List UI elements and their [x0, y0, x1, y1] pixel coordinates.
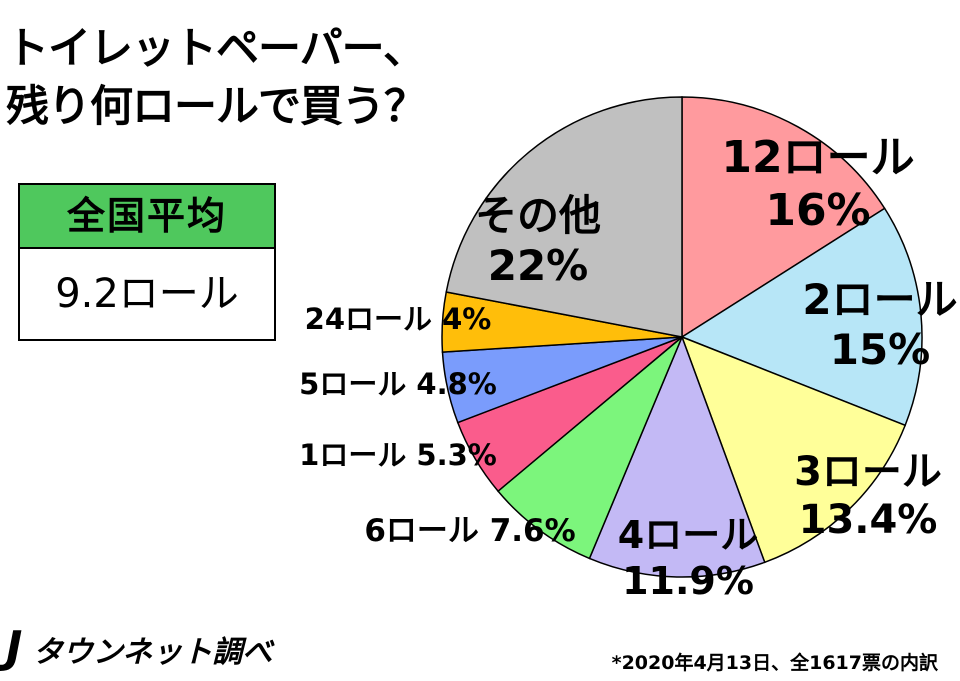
pie-slice	[681, 96, 886, 339]
slice-value-label: 4.8%	[416, 367, 496, 401]
slice-category-label: 1ロール	[299, 438, 416, 472]
slice-value-label: 7.6%	[490, 513, 576, 549]
slice-label: 6ロール 7.6%	[364, 513, 575, 549]
national-average-box: 全国平均 9.2ロール	[18, 183, 276, 341]
slice-category-label: 12ロール	[721, 132, 914, 183]
chart-title: トイレットペーパー、 残り何ロールで買う？	[6, 20, 427, 136]
slice-value-label: 22%	[488, 241, 589, 290]
slice-category-label: 3ロール	[794, 449, 942, 495]
brand-name: タウンネット調べ	[32, 635, 273, 670]
slice-label: 2ロール 15%	[802, 275, 957, 374]
slice-label: 1ロール 5.3%	[299, 438, 497, 472]
slice-label: 4ロール 11.9%	[618, 513, 758, 603]
pie-slice	[445, 96, 683, 338]
brand-mark: J	[6, 622, 23, 673]
slice-category-label: 5ロール	[299, 367, 416, 401]
slice-value-label: 5.3%	[416, 438, 496, 472]
slice-value-label: 16%	[765, 185, 870, 236]
slice-label: 24ロール 4%	[305, 302, 492, 336]
slice-label: 3ロール 13.4%	[794, 449, 942, 543]
slice-value-label: 11.9%	[622, 559, 754, 603]
slice-category-label: その他	[475, 191, 601, 240]
pie-slice	[680, 207, 923, 427]
slice-category-label: 6ロール	[364, 513, 489, 549]
slice-value-label: 15%	[830, 325, 931, 374]
footnote: *2020年4月13日、全1617票の内訳	[611, 652, 938, 674]
pie-slice	[680, 335, 907, 564]
average-value: 9.2ロール	[55, 271, 239, 317]
slice-label: 12ロール 16%	[721, 132, 914, 236]
average-label: 全国平均	[20, 185, 274, 249]
slice-category-label: 4ロール	[618, 513, 758, 557]
title-line-1: トイレットペーパー、	[6, 24, 426, 74]
slice-value-label: 13.4%	[799, 497, 938, 543]
slice-label: 5ロール 4.8%	[299, 367, 497, 401]
slice-value-label: 4%	[442, 302, 491, 336]
title-line-2: 残り何ロールで買う？	[6, 82, 427, 132]
slice-category-label: 24ロール	[305, 302, 442, 336]
slice-label: その他 22%	[475, 191, 601, 290]
pie-slice	[588, 334, 766, 578]
brand-logo: J タウンネット調べ	[6, 620, 272, 681]
pie-slice	[496, 336, 683, 560]
slice-category-label: 2ロール	[802, 275, 957, 324]
